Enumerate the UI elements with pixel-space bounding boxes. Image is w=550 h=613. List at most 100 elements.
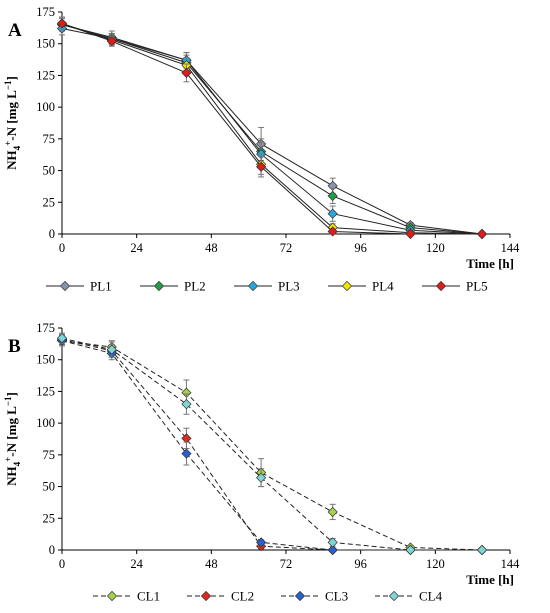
x-tick-label: 144 [501, 241, 521, 255]
legend-label: PL1 [90, 279, 112, 294]
data-point [256, 537, 267, 548]
series-cl4 [56, 332, 488, 556]
legend-item-pl5: PL5 [422, 279, 488, 294]
data-point [106, 36, 117, 47]
legend-item-cl4: CL4 [375, 589, 443, 604]
y-axis-label: NH4+-N [mg L−1] [3, 76, 22, 170]
series-pl3 [56, 21, 488, 240]
y-tick-label: 25 [43, 195, 56, 209]
legend-label: PL2 [184, 279, 206, 294]
legend-label: CL2 [231, 589, 254, 604]
legend-label: PL5 [466, 279, 488, 294]
data-point [256, 472, 267, 483]
legend-label: CL4 [419, 589, 443, 604]
data-point [405, 228, 416, 240]
x-tick-label: 96 [354, 241, 367, 255]
y-axis-label-part-main: NH [4, 466, 19, 486]
panel-a: 0 25 50 75 100 125 150 175 0 24 48 72 96 120 144 A Time … [3, 5, 520, 294]
legend-marker [247, 280, 259, 292]
data-point [327, 190, 338, 202]
x-tick-label: 72 [280, 241, 293, 255]
legend-item-cl1: CL1 [93, 589, 160, 604]
data-point [256, 161, 267, 172]
data-point [327, 208, 338, 219]
legend-marker [59, 280, 71, 292]
y-tick-label: 0 [49, 543, 55, 557]
series-pl4 [56, 16, 488, 240]
x-tick-label: 0 [59, 241, 65, 255]
legend-item-pl2: PL2 [140, 279, 206, 294]
x-tick-label: 0 [59, 557, 65, 571]
y-tick-label: 175 [36, 321, 55, 335]
legend-marker [341, 280, 353, 292]
legend-label: CL3 [325, 589, 348, 604]
panel-label: A [8, 20, 22, 41]
series-line [61, 337, 482, 551]
x-tick-label: 48 [205, 241, 218, 255]
data-point [327, 506, 338, 518]
data-point [405, 544, 416, 556]
y-tick-label: 150 [36, 353, 55, 367]
x-axis-label: Time [h] [466, 256, 514, 271]
x-axis-label: Time [h] [466, 572, 514, 587]
y-axis-label-part-unit-sup: −1 [3, 396, 13, 406]
y-tick-label: 25 [43, 511, 56, 525]
series-line [61, 28, 483, 235]
panel-label: B [8, 336, 21, 357]
data-point [56, 333, 68, 344]
legend-marker [388, 590, 400, 602]
series-cl3 [56, 335, 488, 556]
legend-label: PL3 [278, 279, 300, 294]
x-tick-label: 48 [205, 557, 218, 571]
series-line [61, 340, 483, 551]
y-tick-label: 125 [36, 68, 55, 82]
legend-marker [200, 590, 212, 602]
y-axis-label: NH4+-N [mg L−1] [3, 392, 22, 486]
y-axis-label-part-rest: -N [mg L [4, 90, 19, 141]
x-tick-label: 24 [130, 557, 143, 571]
series-pl1 [56, 17, 488, 240]
data-point [181, 67, 192, 78]
y-axis-label-part-sub: 4 [12, 461, 22, 466]
y-axis-label-part-sup: + [3, 457, 13, 462]
y-tick-label: 175 [36, 5, 55, 19]
series-pl5 [56, 16, 488, 240]
y-tick-label: 0 [49, 227, 55, 241]
legend-item-pl4: PL4 [328, 279, 394, 294]
x-tick-label: 72 [280, 557, 293, 571]
legend-item-pl1: PL1 [46, 279, 112, 294]
y-tick-label: 100 [36, 416, 55, 430]
x-tick-label: 96 [354, 557, 367, 571]
series-line [61, 24, 483, 235]
y-tick-label: 125 [36, 384, 55, 398]
data-point [327, 226, 338, 237]
y-axis-label-part-sub: 4 [12, 145, 22, 150]
y-tick-label: 150 [36, 37, 55, 51]
data-point [327, 537, 338, 548]
data-point [327, 544, 338, 556]
data-point [106, 344, 117, 355]
panel-b: 0 25 50 75 100 125 150 175 0 24 48 72 96 120 144 B Time … [3, 321, 520, 604]
y-axis-label-part-close: ] [4, 76, 19, 80]
legend-item-pl3: PL3 [234, 279, 300, 294]
legend-marker [106, 590, 118, 602]
legend-marker [153, 280, 165, 292]
y-tick-label: 50 [43, 164, 56, 178]
legend-item-cl2: CL2 [187, 589, 254, 604]
legend-label: PL4 [372, 279, 394, 294]
data-point [181, 399, 192, 410]
series-line [61, 340, 482, 551]
y-axis-label-part-main: NH [4, 150, 19, 170]
y-axis-label-part-sup: + [3, 141, 13, 146]
data-point [181, 448, 192, 459]
data-point [476, 544, 488, 556]
y-axis-label-part-close: ] [4, 392, 19, 396]
series-cl1 [56, 335, 488, 556]
y-axis-label-part-rest: -N [mg L [4, 406, 19, 457]
x-tick-label: 120 [426, 557, 445, 571]
y-tick-label: 75 [43, 448, 56, 462]
x-tick-label: 120 [426, 241, 445, 255]
legend-marker [294, 590, 306, 602]
legend-marker [435, 280, 447, 292]
